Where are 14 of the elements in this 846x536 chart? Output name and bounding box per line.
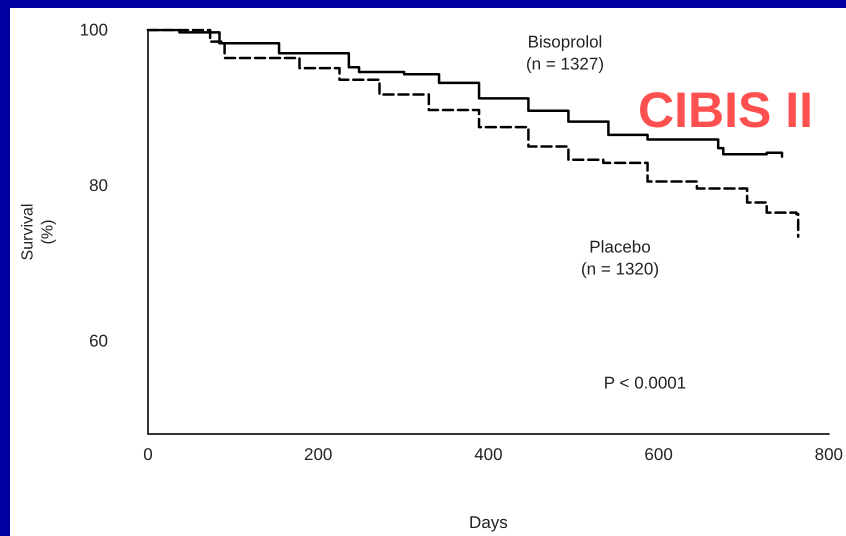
annotation: Bisoprolol (n = 1327) xyxy=(526,32,604,74)
annotation: Placebo (n = 1320) xyxy=(581,238,659,278)
x-tick-label: 400 xyxy=(474,445,503,464)
annotation: P < 0.0001 xyxy=(604,374,686,392)
x-tick-label: 200 xyxy=(304,445,332,464)
y-tick-label: 60 xyxy=(89,331,108,350)
y-axis-title: Survival (%) xyxy=(20,204,56,260)
y-tick-label: 80 xyxy=(89,176,108,195)
x-axis-title: Days xyxy=(469,513,508,532)
x-tick-label: 0 xyxy=(143,445,153,464)
x-tick-label: 800 xyxy=(814,445,844,464)
y-tick-label: 100 xyxy=(80,20,108,40)
text: CIBIS II xyxy=(638,82,814,138)
x-tick-label: 600 xyxy=(644,445,673,464)
